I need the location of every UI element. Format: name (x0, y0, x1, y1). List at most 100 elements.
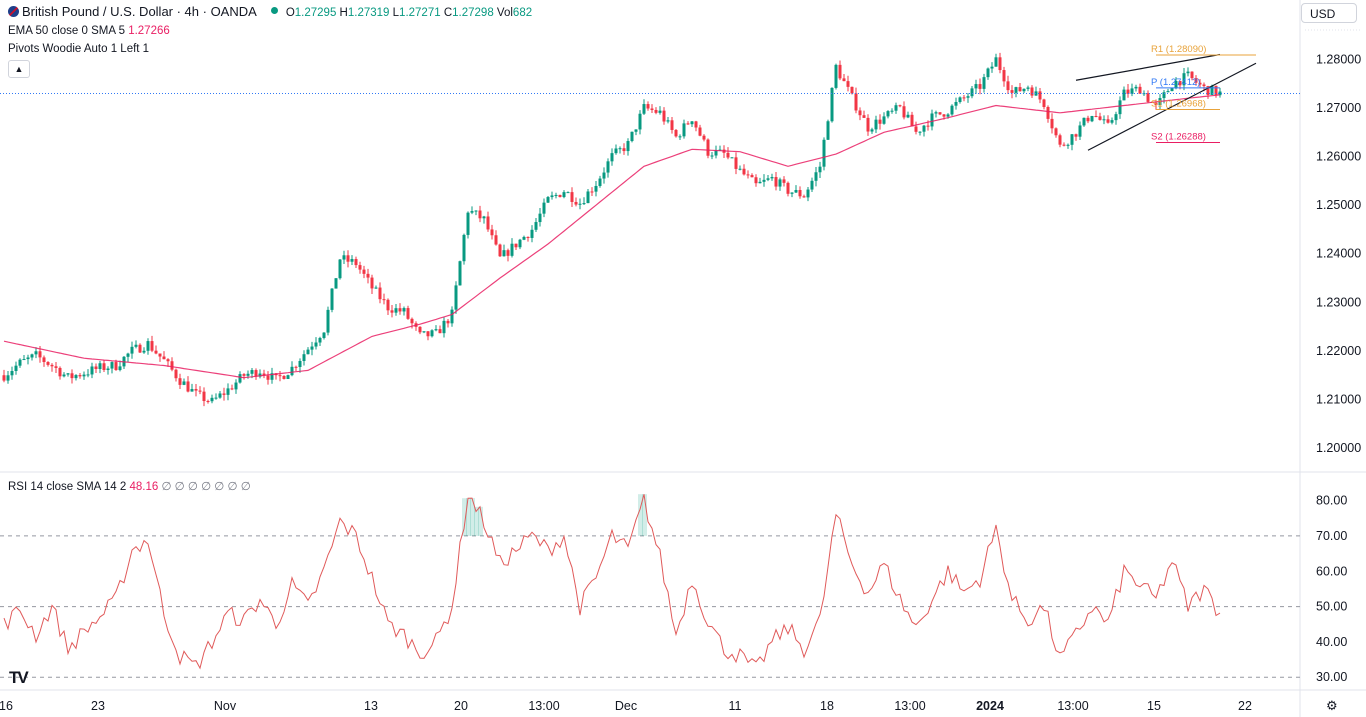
time-tick-label: 13:00 (528, 699, 559, 713)
time-tick-label: 2024 (976, 699, 1004, 713)
candle-body (98, 363, 102, 369)
rsi-tick-label: 80.00 (1316, 494, 1347, 508)
candle-body (902, 106, 906, 118)
price-tick-label: 1.28000 (1316, 52, 1361, 66)
candle-body (1038, 91, 1042, 100)
candle-body (934, 112, 938, 114)
candle-body (198, 390, 202, 392)
candle-body (366, 273, 370, 278)
candle-body (938, 112, 942, 115)
candle-body (338, 259, 342, 279)
candle-body (26, 357, 30, 360)
candle-body (302, 354, 306, 361)
candle-body (2, 375, 6, 381)
candle-body (226, 388, 230, 395)
candle-body (798, 189, 802, 197)
candle-body (478, 210, 482, 219)
candle-body (666, 120, 670, 122)
candle-body (878, 119, 882, 124)
time-tick-label: 23 (91, 699, 105, 713)
candle-body (922, 125, 926, 132)
candle-body (890, 110, 894, 112)
chevron-up-icon[interactable]: ▲ (8, 60, 30, 78)
candle-body (1078, 125, 1082, 137)
gear-icon[interactable]: ⚙ (1326, 698, 1338, 713)
candle-body (1014, 87, 1018, 93)
candle-body (66, 373, 70, 375)
candle-body (982, 77, 986, 89)
rsi-tick-label: 60.00 (1316, 564, 1347, 578)
candle-body (506, 250, 510, 256)
candle-body (94, 366, 98, 369)
candle-body (770, 177, 774, 179)
candle-body (858, 110, 862, 116)
rsi-value: 48.16 (129, 481, 159, 493)
candle-body (234, 382, 238, 390)
candle-body (826, 121, 830, 140)
currency-label: USD (1310, 7, 1336, 21)
candle-body (38, 351, 42, 358)
candle-body (150, 341, 154, 351)
candle-body (1178, 81, 1182, 86)
currency-select[interactable]: USD (1301, 3, 1357, 23)
candle-body (814, 172, 818, 181)
candle-body (866, 117, 870, 132)
candle-body (998, 57, 1002, 71)
candle-body (710, 155, 714, 157)
symbol-legend: British Pound / U.S. Dollar · 4h · OANDA… (8, 4, 532, 19)
candle-body (1138, 86, 1142, 94)
candle-body (278, 375, 282, 377)
candle-body (474, 210, 478, 212)
candle-body (426, 331, 430, 337)
candle-body (994, 57, 998, 67)
candle-body (394, 308, 398, 313)
candle-body (158, 353, 162, 357)
candle-body (1174, 81, 1178, 89)
candle-body (222, 393, 226, 395)
candle-body (846, 81, 850, 87)
time-tick-label: 13:00 (894, 699, 925, 713)
candle-body (58, 367, 62, 377)
candle-body (1054, 128, 1058, 136)
candle-body (962, 97, 966, 99)
candle-body (258, 373, 262, 377)
candle-body (86, 374, 90, 376)
candle-body (702, 135, 706, 140)
pivots-legend[interactable]: Pivots Woodie Auto 1 Left 1 (8, 43, 149, 55)
candle-body (870, 129, 874, 132)
candle-body (978, 84, 982, 89)
candle-body (570, 192, 574, 202)
candle-body (470, 211, 474, 213)
price-tick-label: 1.21000 (1316, 393, 1361, 407)
candle-body (242, 374, 246, 376)
candle-body (970, 88, 974, 97)
candle-body (382, 299, 386, 301)
candle-body (918, 131, 922, 133)
candle-body (22, 359, 26, 361)
candle-body (786, 182, 790, 194)
candle-body (966, 96, 970, 98)
candle-body (246, 373, 250, 376)
candle-body (50, 364, 54, 367)
ema50-line (3, 94, 1221, 379)
candle-body (78, 375, 82, 377)
candle-body (746, 174, 750, 176)
candle-body (554, 194, 558, 196)
time-tick-label: 16 (0, 699, 13, 713)
candle-body (662, 110, 666, 122)
candle-body (546, 197, 550, 203)
candle-body (886, 111, 890, 117)
candle-body (1114, 114, 1118, 121)
candle-body (294, 366, 298, 368)
candle-body (774, 177, 778, 187)
rsi-legend[interactable]: RSI 14 close SMA 14 2 48.16 ∅ ∅ ∅ ∅ ∅ ∅ … (8, 479, 251, 493)
candle-body (30, 354, 34, 358)
candle-body (590, 191, 594, 193)
ema-legend[interactable]: EMA 50 close 0 SMA 5 1.27266 (8, 25, 170, 37)
candle-body (170, 361, 174, 370)
candle-body (726, 152, 730, 158)
candle-body (350, 259, 354, 262)
candle-body (1098, 116, 1102, 120)
candle-body (362, 269, 366, 274)
